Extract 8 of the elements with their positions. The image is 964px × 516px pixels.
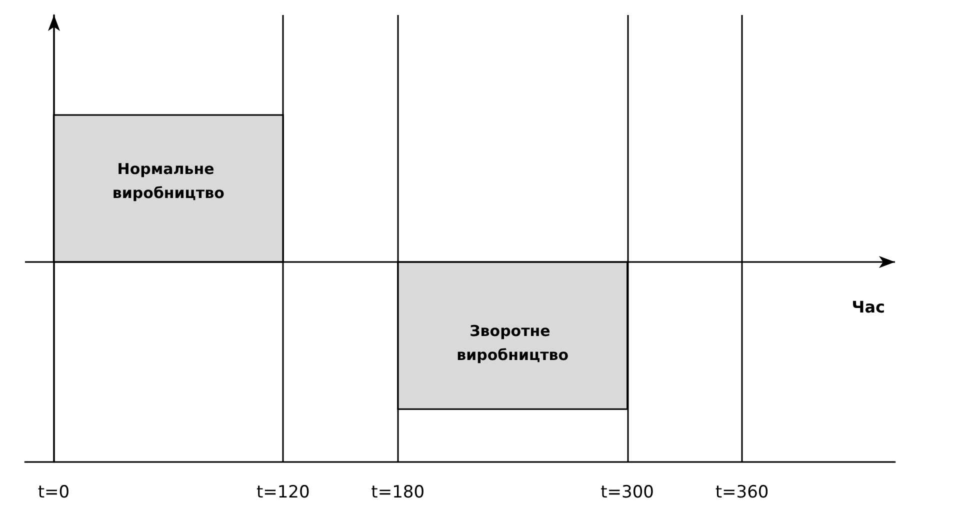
x-tick-label: t=0 bbox=[38, 482, 70, 502]
annotation: Нормальне виробництво bbox=[112, 160, 224, 202]
x-tick-label: t=360 bbox=[715, 482, 769, 502]
x-tick-label: t=120 bbox=[256, 482, 310, 502]
x-tick-label: t=180 bbox=[371, 482, 425, 502]
x-axis-title: Час bbox=[852, 298, 885, 317]
annotation: Зворотне виробництво bbox=[456, 322, 569, 364]
x-tick-label: t=300 bbox=[600, 482, 654, 502]
